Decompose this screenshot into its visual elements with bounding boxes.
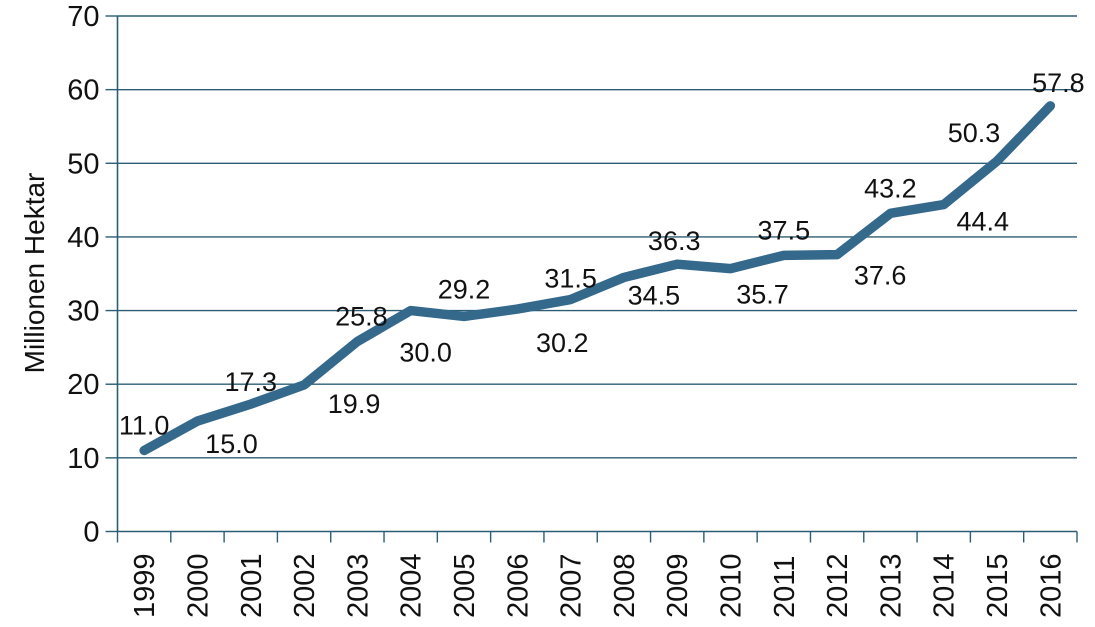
data-point-label: 29.2 [438,274,491,304]
y-axis-tick-label: 50 [67,148,99,180]
data-point-label: 37.5 [758,215,811,245]
y-axis-tick-label: 20 [67,369,99,401]
data-point-label: 43.2 [864,173,917,203]
y-axis-tick-label: 0 [83,517,99,549]
x-axis-tick-label: 2013 [875,553,907,618]
data-series-layer [139,101,1056,456]
data-point-label: 30.0 [399,338,452,368]
data-labels-layer: 11.0 15.0 17.3 19.9 25.8 30.0 29.2 30.2 31.5 34.5… [119,68,1085,459]
data-point-label: 11.0 [119,410,170,440]
x-axis-tick-label: 2010 [716,553,748,618]
y-axis-tick-label: 60 [67,75,99,107]
data-series-line [139,101,1056,456]
gridlines-layer [117,15,1077,459]
x-axis-tick-label: 1999 [129,553,161,618]
y-axis-tick-label: 70 [67,1,99,33]
data-point-label: 35.7 [736,280,789,310]
x-axis-tick-label: 2011 [769,556,801,618]
data-point-label: 19.9 [328,389,381,419]
data-point-label: 30.2 [536,328,589,358]
data-point-label: 25.8 [335,302,388,332]
x-axis-tick-label: 2014 [929,553,961,618]
data-point-label: 57.8 [1032,68,1085,98]
y-axis-tick-label: 10 [67,443,99,475]
x-axis-tick-label: 2002 [289,553,321,618]
data-point-label: 50.3 [948,118,1001,148]
x-axis-tick-label: 2005 [449,553,481,618]
data-point-label: 34.5 [628,280,681,310]
x-axis-tick-label: 2007 [556,553,588,618]
x-axis-tick-label: 2000 [182,553,214,618]
x-axis-tick-label: 2012 [822,553,854,618]
x-axis-tick-label: 2003 [342,553,374,618]
x-axis-tick-label: 2016 [1035,553,1067,618]
x-axis-tick-label: 2001 [236,553,268,618]
data-point-label: 44.4 [956,207,1009,237]
y-axis-tick-label: 40 [67,222,99,254]
x-axis-tick-label: 2008 [609,553,641,618]
x-axis-tick-label: 2015 [982,553,1014,618]
data-point-label: 36.3 [648,226,701,256]
data-point-label: 15.0 [205,429,258,459]
x-axis-tick-label: 2004 [396,553,428,618]
data-point-label: 31.5 [544,264,597,294]
data-point-label: 37.6 [854,261,907,291]
axes-layer: 0 10 20 30 40 50 60 70 1999 2000 2001 2002 2003 2004 2… [67,1,1078,618]
x-axis-tick-label: 2009 [662,553,694,618]
data-point-label: 17.3 [224,367,277,397]
x-axis-tick-label: 2006 [502,553,534,618]
y-axis-title: Millionen Hektar [19,173,50,374]
y-axis-tick-label: 30 [67,296,99,328]
